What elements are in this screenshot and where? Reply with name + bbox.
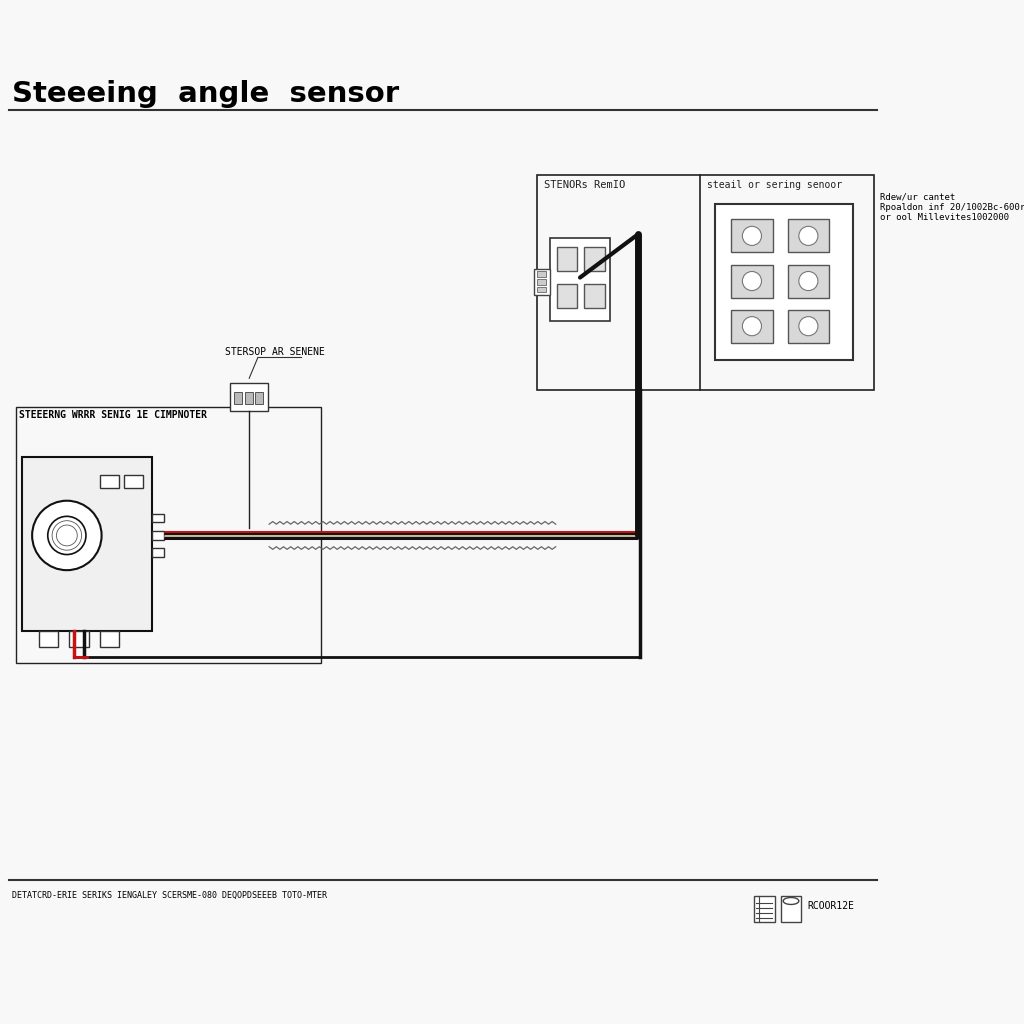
Bar <box>557 284 578 308</box>
Circle shape <box>799 316 818 336</box>
Bar <box>787 309 829 343</box>
Bar <box>124 475 143 487</box>
Bar <box>534 269 550 295</box>
Bar <box>70 631 88 646</box>
Circle shape <box>799 226 818 246</box>
Bar <box>22 458 152 631</box>
Bar <box>754 896 774 922</box>
Text: Steeeing  angle  sensor: Steeeing angle sensor <box>12 80 399 108</box>
Bar <box>585 284 605 308</box>
Text: DETATCRD-ERIE SERIKS IENGALEY SCERSME-080 DEQOPDSEEEB TOTO-MTER: DETATCRD-ERIE SERIKS IENGALEY SCERSME-08… <box>12 892 327 900</box>
Bar <box>100 631 119 646</box>
Bar <box>245 392 253 404</box>
Bar <box>781 896 801 922</box>
Text: STERSOP AR SENENE: STERSOP AR SENENE <box>225 347 326 357</box>
Bar <box>39 631 58 646</box>
Bar <box>255 392 263 404</box>
Bar <box>152 531 164 540</box>
Bar <box>731 219 773 252</box>
Bar <box>550 239 610 321</box>
Bar <box>731 309 773 343</box>
Bar <box>100 475 119 487</box>
Bar <box>538 271 546 276</box>
Bar <box>557 247 578 271</box>
Text: Rdew/ur cantet
Rpoaldon inf 20/1002Bc-600r
or ool Millevites1002000: Rdew/ur cantet Rpoaldon inf 20/1002Bc-60… <box>881 193 1024 222</box>
Bar <box>787 264 829 298</box>
Bar <box>585 247 605 271</box>
Bar <box>230 384 268 412</box>
Circle shape <box>742 316 762 336</box>
Bar <box>787 219 829 252</box>
Bar <box>716 204 853 360</box>
Text: RCOOR12E: RCOOR12E <box>808 901 854 911</box>
Circle shape <box>799 271 818 291</box>
Text: STEEERNG WRRR SENIG 1E CIMPNOTER: STEEERNG WRRR SENIG 1E CIMPNOTER <box>19 411 207 421</box>
Bar <box>538 287 546 292</box>
Circle shape <box>742 226 762 246</box>
Circle shape <box>48 516 86 555</box>
Bar <box>152 514 164 522</box>
Text: steail or sering senoor: steail or sering senoor <box>707 180 842 190</box>
Bar <box>15 407 322 664</box>
Bar <box>731 264 773 298</box>
Circle shape <box>32 501 101 570</box>
Bar <box>234 392 243 404</box>
Text: STENORs RemIO: STENORs RemIO <box>544 180 625 190</box>
Circle shape <box>742 271 762 291</box>
Ellipse shape <box>783 897 799 904</box>
Bar <box>152 549 164 557</box>
Bar <box>537 175 873 390</box>
Bar <box>538 280 546 285</box>
